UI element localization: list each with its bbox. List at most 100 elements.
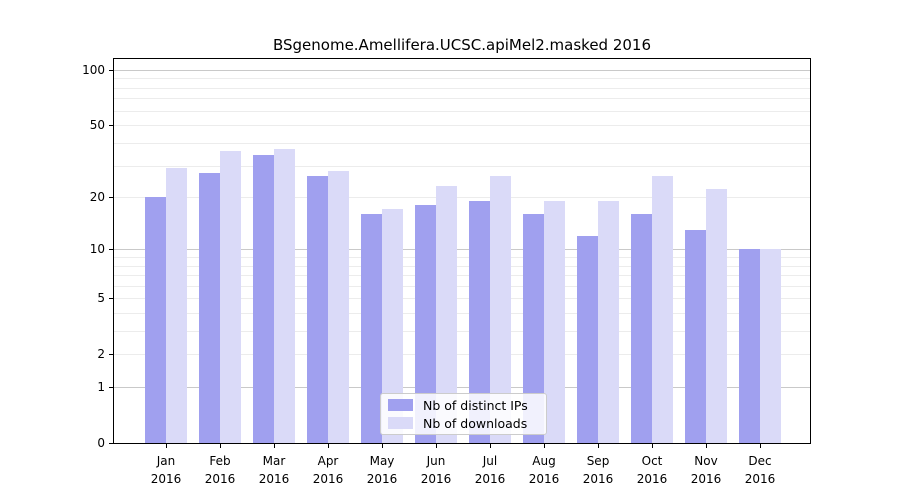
bar-downloads-jul: [490, 176, 511, 443]
x-tick-oct: [652, 444, 653, 448]
x-tick-month-feb: Feb: [209, 454, 231, 468]
bar-distinct-ips-may: [361, 213, 382, 443]
y-tick-5: [109, 298, 113, 300]
x-tick-month-aug: Aug: [532, 454, 556, 468]
gridline-major-1: [114, 387, 810, 389]
y-tick-label-50: 50: [89, 118, 105, 133]
x-tick-sep: [598, 444, 599, 448]
y-tick-0: [109, 442, 113, 444]
gridline-minor-30: [114, 165, 810, 167]
x-tick-year-feb: 2016: [204, 472, 236, 486]
x-tick-year-mar: 2016: [258, 472, 290, 486]
bar-downloads-aug: [544, 200, 565, 443]
x-tick-label-jul: Jul 2016: [458, 452, 522, 488]
y-tick-label-1: 1: [97, 380, 105, 395]
y-tick-label-100: 100: [82, 62, 105, 77]
x-tick-year-oct: 2016: [636, 472, 668, 486]
gridline-minor-9: [114, 257, 810, 258]
x-tick-label-jun: Jun 2016: [404, 452, 468, 488]
legend-entry-downloads: Nb of downloads: [388, 416, 546, 431]
legend-swatch-downloads: [388, 417, 413, 429]
gridline-minor-50: [114, 125, 810, 127]
x-tick-month-oct: Oct: [641, 454, 663, 468]
bar-distinct-ips-feb: [199, 173, 220, 443]
gridline-minor-3: [114, 331, 810, 333]
y-tick-1: [109, 387, 113, 389]
x-tick-jan: [166, 444, 167, 448]
y-tick-50: [109, 125, 113, 127]
x-tick-jul: [490, 444, 491, 448]
x-tick-month-sep: Sep: [586, 454, 610, 468]
gridline-minor-70: [114, 98, 810, 100]
bar-downloads-sep: [598, 200, 619, 443]
y-tick-label-20: 20: [89, 190, 105, 204]
gridline-minor-5: [114, 298, 810, 300]
x-tick-aug: [544, 444, 545, 448]
x-tick-month-jun: Jun: [426, 454, 446, 468]
gridline-minor-6: [114, 285, 810, 287]
x-tick-mar: [274, 444, 275, 448]
bar-downloads-apr: [328, 170, 349, 443]
x-tick-label-feb: Feb 2016: [188, 452, 252, 488]
x-tick-month-may: May: [369, 454, 395, 468]
bar-downloads-may: [382, 209, 403, 443]
legend: Nb of distinct IPs Nb of downloads: [380, 393, 547, 435]
x-tick-year-nov: 2016: [690, 472, 722, 486]
gridline-minor-8: [114, 265, 810, 267]
gridline-minor-80: [114, 87, 810, 89]
x-tick-label-jan: Jan 2016: [134, 452, 198, 488]
x-tick-month-jan: Jan: [156, 454, 176, 468]
gridline-minor-40: [114, 142, 810, 144]
bar-distinct-ips-mar: [253, 155, 274, 443]
x-tick-month-mar: Mar: [262, 454, 286, 468]
x-tick-month-dec: Dec: [748, 454, 772, 468]
gridline-minor-2: [114, 354, 810, 356]
x-tick-label-nov: Nov 2016: [674, 452, 738, 488]
y-tick-label-0: 0: [97, 435, 105, 450]
gridline-major-100: [114, 69, 810, 71]
y-tick-10: [109, 249, 113, 251]
bar-distinct-ips-jun: [415, 204, 436, 443]
gridline-minor-7: [114, 275, 810, 277]
plot-area: Nb of distinct IPs Nb of downloads 0 1 2 5 1…: [82, 58, 811, 486]
x-tick-year-jan: 2016: [150, 472, 182, 486]
bar-distinct-ips-sep: [577, 235, 598, 443]
legend-label-downloads: Nb of downloads: [423, 415, 528, 431]
legend-swatch-distinct-ips: [388, 399, 413, 411]
x-tick-month-nov: Nov: [694, 454, 718, 468]
bar-distinct-ips-oct: [631, 213, 652, 443]
x-tick-year-may: 2016: [366, 472, 398, 486]
bar-distinct-ips-aug: [523, 213, 544, 443]
gridline-minor-60: [114, 110, 810, 112]
bar-downloads-feb: [220, 150, 241, 443]
gridline-minor-90: [114, 78, 810, 80]
x-tick-year-sep: 2016: [582, 472, 614, 486]
chart-title: BSgenome.Amellifera.UCSC.apiMel2.masked …: [272, 36, 652, 54]
legend-entry-distinct-ips: Nb of distinct IPs: [388, 398, 546, 413]
x-tick-apr: [328, 444, 329, 448]
y-tick-20: [109, 197, 113, 198]
x-tick-year-jul: 2016: [474, 472, 506, 486]
x-tick-label-dec: Dec 2016: [728, 452, 792, 488]
x-tick-label-may: May 2016: [350, 452, 414, 488]
gridline-minor-4: [114, 313, 810, 315]
bar-downloads-dec: [760, 249, 781, 443]
bar-distinct-ips-jul: [469, 200, 490, 443]
bar-distinct-ips-nov: [685, 229, 706, 443]
x-tick-label-oct: Oct 2016: [620, 452, 684, 488]
bar-downloads-jun: [436, 185, 457, 443]
x-tick-month-jul: Jul: [482, 454, 498, 468]
y-tick-label-2: 2: [97, 347, 105, 362]
y-tick-2: [109, 354, 113, 356]
x-tick-label-apr: Apr 2016: [296, 452, 360, 488]
x-tick-year-aug: 2016: [528, 472, 560, 486]
x-tick-label-mar: Mar 2016: [242, 452, 306, 488]
bar-downloads-oct: [652, 176, 673, 443]
y-tick-label-10: 10: [89, 242, 105, 257]
gridline-minor-20: [114, 197, 810, 198]
x-tick-year-apr: 2016: [312, 472, 344, 486]
x-tick-jun: [436, 444, 437, 448]
gridline-major-10: [114, 249, 810, 251]
bar-distinct-ips-jan: [145, 196, 166, 443]
